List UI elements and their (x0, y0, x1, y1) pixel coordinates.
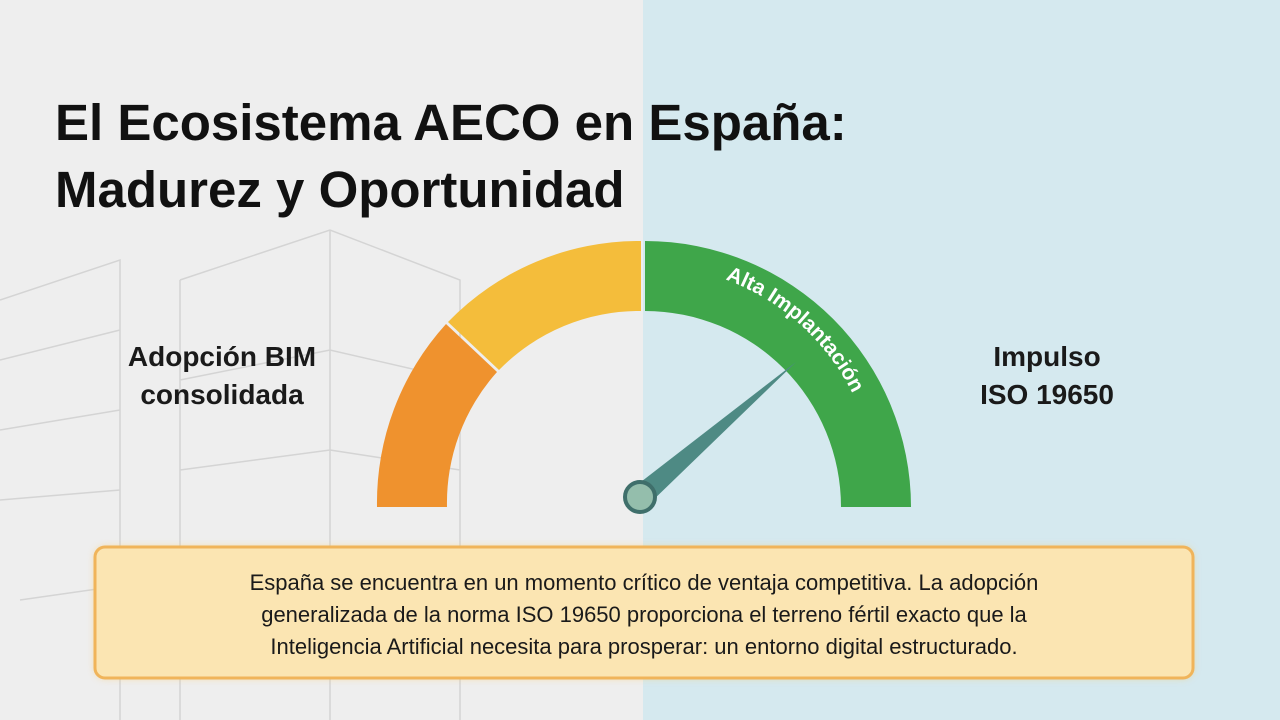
title-line: El Ecosistema AECO en España: (55, 94, 847, 151)
title-line: Madurez y Oportunidad (55, 161, 625, 218)
callout-line: España se encuentra en un momento crític… (250, 570, 1039, 595)
left-label: consolidada (140, 379, 304, 410)
needle-hub (623, 480, 657, 514)
needle (633, 362, 796, 505)
left-label: Adopción BIM (128, 341, 316, 372)
right-label: ISO 19650 (980, 379, 1114, 410)
callout-line: generalizada de la norma ISO 19650 propo… (261, 602, 1027, 627)
gauge-orange (376, 324, 497, 507)
right-label: Impulso (993, 341, 1100, 372)
callout-box (93, 545, 1195, 680)
gauge-green (645, 241, 911, 507)
gauge-yellow (448, 240, 641, 370)
building-sketch (0, 229, 601, 720)
callout-line: Inteligencia Artificial necesita para pr… (270, 634, 1017, 659)
